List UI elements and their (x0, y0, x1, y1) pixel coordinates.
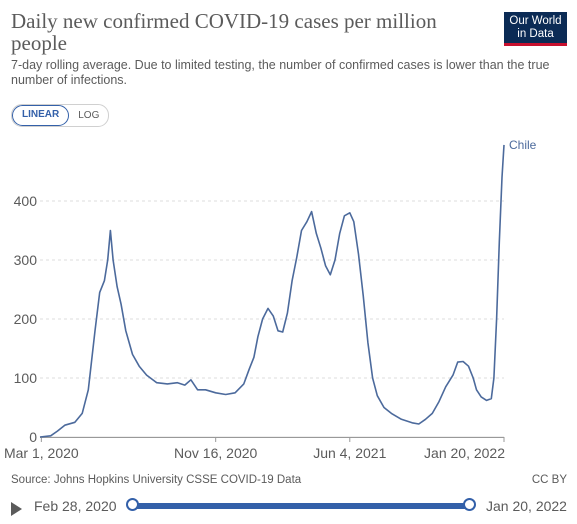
chart-title: Daily new confirmed COVID-19 cases per m… (11, 9, 437, 55)
x-tick-label: Nov 16, 2020 (174, 445, 257, 461)
y-tick-label: 100 (14, 370, 38, 386)
y-tick-label: 200 (14, 311, 38, 327)
scale-toggle[interactable]: LINEAR LOG (11, 104, 110, 127)
series-line-chile (39, 144, 505, 438)
x-tick-label: Mar 1, 2020 (4, 445, 79, 461)
y-tick-label: 300 (14, 252, 38, 268)
license-link[interactable]: CC BY (531, 474, 567, 486)
play-icon[interactable] (11, 502, 22, 516)
x-tick-label: Jan 20, 2022 (424, 445, 505, 461)
x-tick-label: Jun 4, 2021 (313, 445, 386, 461)
timeline-end-handle[interactable] (463, 498, 476, 511)
timeline[interactable]: Feb 28, 2020 Jan 20, 2022 (0, 493, 577, 521)
owid-logo[interactable]: Our World in Data (504, 12, 567, 46)
logo-line-2: in Data (517, 28, 554, 40)
logo-bar (504, 43, 567, 46)
y-tick-label: 0 (29, 429, 37, 445)
chart-subtitle: 7-day rolling average. Due to limited te… (11, 58, 550, 87)
y-tick-label: 400 (14, 193, 38, 209)
series-label: Chile (509, 138, 537, 152)
timeline-start-handle[interactable] (126, 498, 139, 511)
scale-linear-button[interactable]: LINEAR (12, 105, 70, 126)
timeline-end-label: Jan 20, 2022 (486, 498, 567, 514)
line-chart[interactable]: 0 100 200 300 400 Mar 1, 2020 Nov 16, 2020 Jun … (0, 135, 577, 470)
timeline-selected-range[interactable] (133, 503, 470, 509)
source-note[interactable]: Source: Johns Hopkins University CSSE CO… (11, 474, 302, 486)
logo-line-1: Our World (509, 15, 562, 27)
timeline-start-label: Feb 28, 2020 (34, 498, 117, 514)
scale-log-button[interactable]: LOG (78, 110, 100, 121)
